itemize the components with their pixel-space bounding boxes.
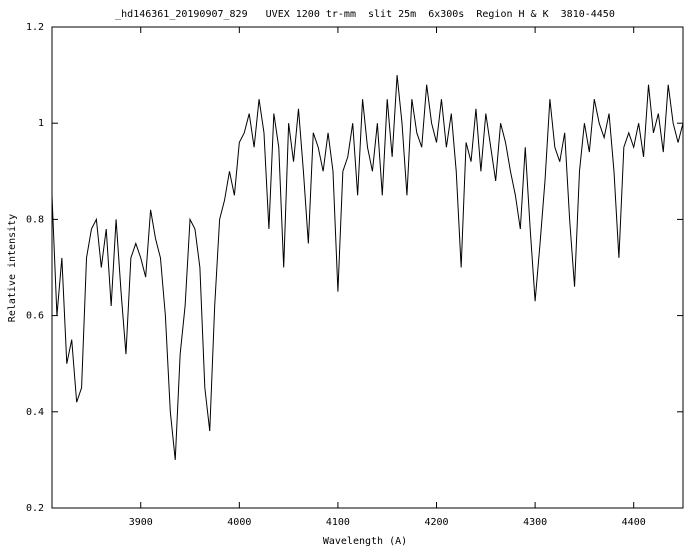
x-tick-label: 4100 — [326, 517, 350, 528]
y-tick-label: 1.2 — [26, 22, 44, 33]
y-tick-label: 1 — [38, 118, 44, 129]
y-tick-label: 0.2 — [26, 503, 44, 514]
x-tick-label: 4000 — [227, 517, 251, 528]
x-tick-label: 4200 — [424, 517, 448, 528]
plot-frame — [51, 26, 684, 509]
chart-title: _hd146361_20190907_829 UVEX 1200 tr-mm s… — [115, 9, 615, 20]
y-tick-label: 0.4 — [26, 407, 44, 418]
x-tick-label: 4300 — [523, 517, 547, 528]
y-axis-label: Relative intensity — [7, 214, 18, 322]
y-tick-label: 0.6 — [26, 311, 44, 322]
x-axis-label: Wavelength (A) — [323, 536, 407, 547]
x-tick-label: 4400 — [622, 517, 646, 528]
x-tick-label: 3900 — [129, 517, 153, 528]
spectrum-line — [51, 75, 684, 460]
y-tick-label: 0.8 — [26, 214, 44, 225]
